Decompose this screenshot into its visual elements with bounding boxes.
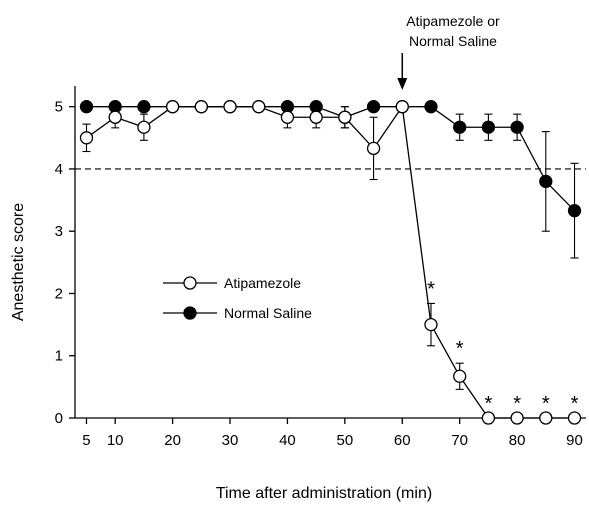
y-tick-label: 5: [55, 99, 63, 116]
data-point: [510, 411, 524, 425]
data-point: [424, 317, 438, 332]
x-tick-label: 30: [222, 432, 239, 449]
data-point: [137, 100, 151, 114]
x-axis-title: Time after administration (min): [216, 485, 432, 502]
y-tick-label: 1: [55, 348, 63, 365]
data-point: [366, 100, 381, 114]
significance-marker: *: [456, 338, 464, 360]
data-point: [453, 369, 467, 383]
y-axis-title: Anesthetic score: [10, 203, 27, 321]
x-tick-label: 70: [451, 432, 468, 449]
legend: Atipamezole Normal Saline: [163, 275, 312, 321]
data-point: [481, 411, 496, 425]
data-point: [79, 131, 94, 145]
data-point: [165, 100, 180, 114]
legend-label-normal-saline: Normal Saline: [224, 305, 312, 321]
data-point: [395, 100, 409, 114]
y-tick-label: 0: [55, 410, 63, 427]
x-tick-label: 90: [566, 432, 583, 449]
y-tick-label: 4: [55, 161, 63, 178]
data-point: [194, 100, 208, 114]
data-point: [510, 120, 524, 134]
data-point: [481, 120, 496, 134]
legend-marker-normal-saline: [183, 306, 197, 320]
annotation-line-2: Normal Saline: [409, 33, 497, 49]
data-point: [280, 110, 295, 124]
significance-marker: *: [571, 393, 579, 415]
significance-marker: *: [484, 393, 492, 415]
y-tick-label: 3: [55, 223, 63, 240]
legend-label-atipamezole: Atipamezole: [224, 275, 301, 291]
series-layer: * * * * * *: [79, 100, 582, 425]
x-tick-label: 10: [107, 432, 124, 449]
data-point: [223, 100, 237, 114]
annotation-line-1: Atipamezole or: [406, 13, 500, 29]
series-line: [86, 104, 575, 419]
annotation-arrow-head: [397, 78, 408, 90]
data-point: [252, 100, 266, 114]
data-point: [309, 110, 323, 124]
significance-marker: *: [513, 393, 521, 415]
data-point: [108, 110, 122, 124]
data-point: [366, 141, 381, 156]
data-point: [539, 174, 553, 189]
y-tick-label: 2: [55, 285, 63, 302]
x-tick-label: 80: [509, 432, 526, 449]
annotation-layer: Atipamezole or Normal Saline: [397, 13, 500, 90]
significance-marker: *: [427, 278, 435, 300]
data-point: [539, 411, 553, 425]
data-point: [79, 100, 94, 114]
legend-marker-atipamezole: [183, 276, 197, 290]
x-tick-label: 20: [164, 432, 181, 449]
data-point: [567, 204, 582, 218]
data-point: [453, 120, 467, 134]
significance-marker: *: [542, 393, 550, 415]
data-point: [137, 120, 151, 134]
data-point: [338, 110, 352, 124]
data-point: [424, 100, 438, 114]
series-atipamezole: * * * * * *: [79, 100, 582, 425]
series-line: [86, 106, 575, 212]
axes: 0 1 2 3 4 5 5 10 20 30 40 50 60 70 80 90: [55, 86, 586, 449]
data-point: [567, 411, 582, 425]
x-tick-label: 5: [82, 432, 90, 449]
x-tick-label: 40: [279, 432, 296, 449]
x-tick-label: 50: [337, 432, 354, 449]
series-normal-saline: [79, 100, 582, 259]
x-tick-label: 60: [394, 432, 411, 449]
